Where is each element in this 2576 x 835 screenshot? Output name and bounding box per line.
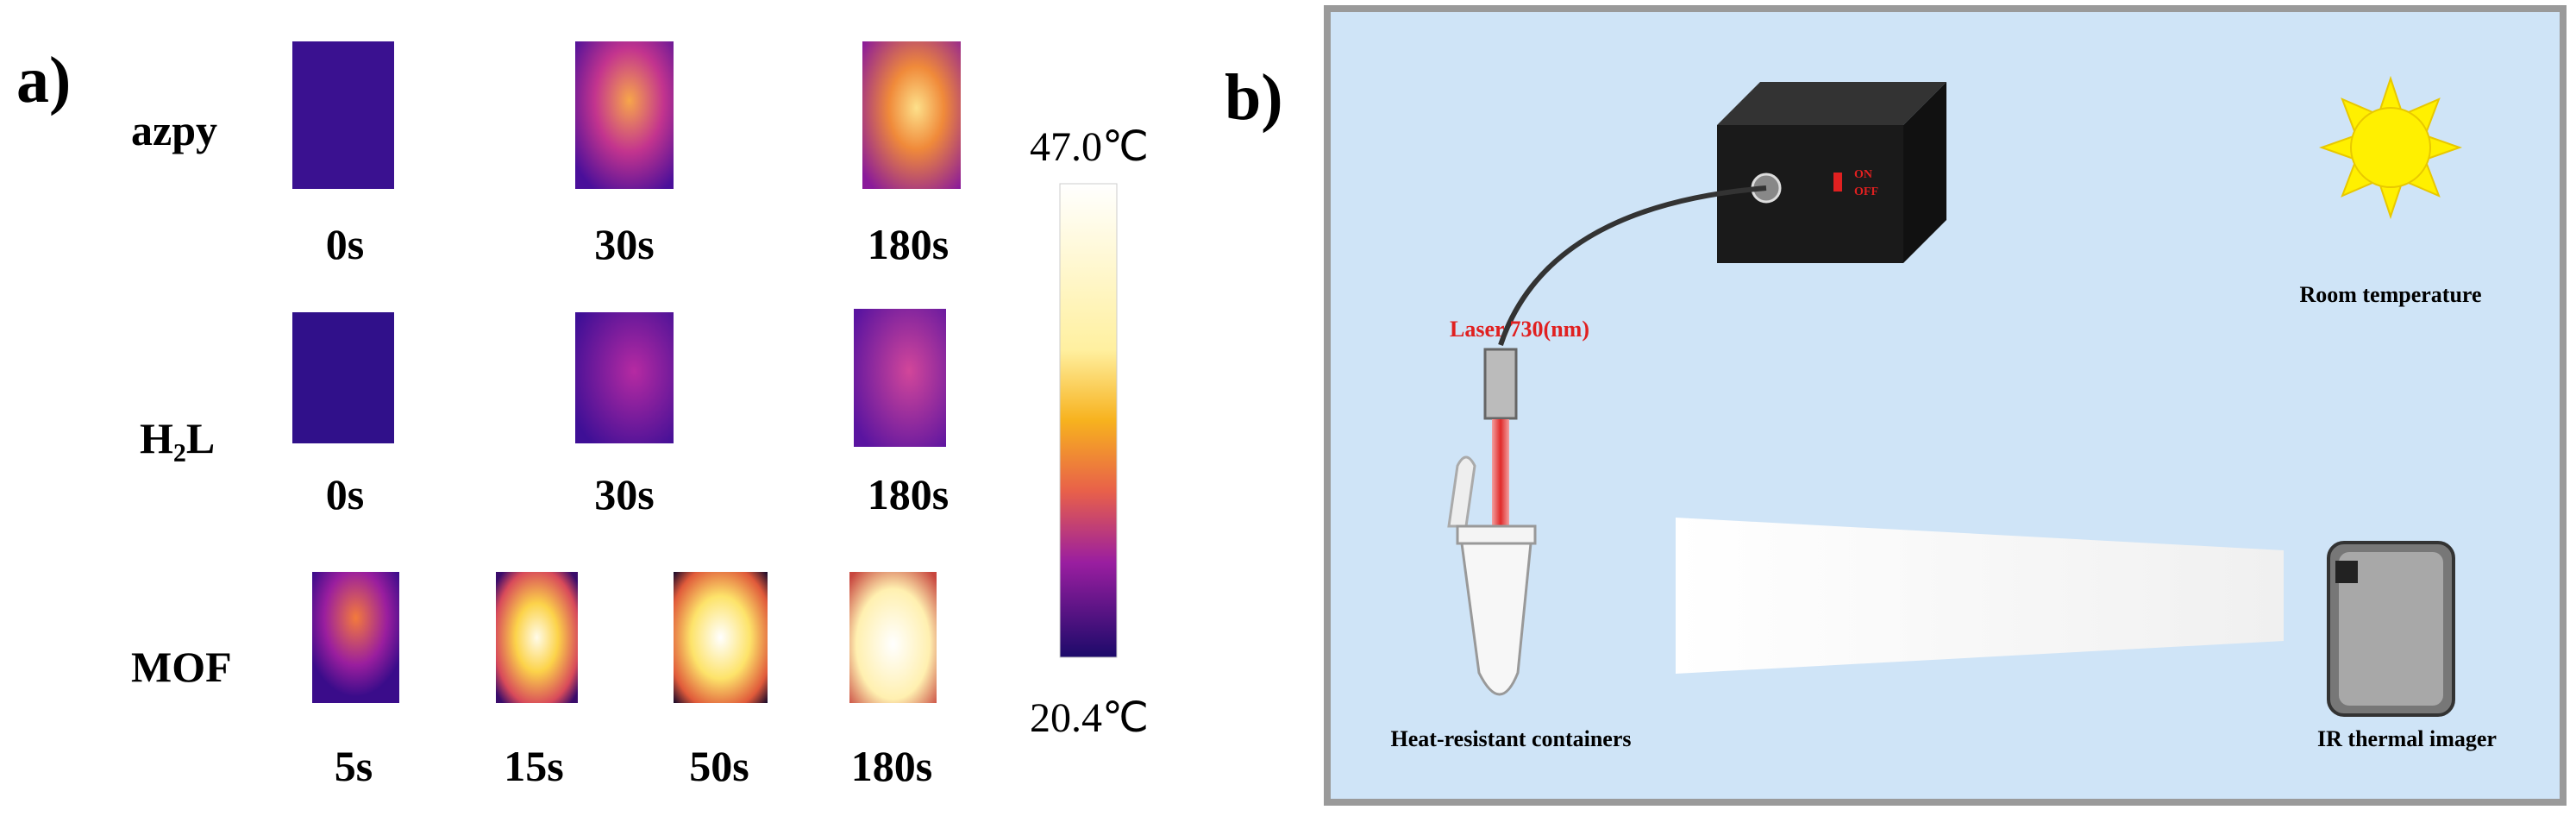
thermal-image — [292, 41, 394, 189]
thermal-image — [854, 309, 946, 447]
room-label: Room temperature — [2299, 282, 2481, 307]
row-label: azpy — [131, 106, 217, 154]
thermal-image — [862, 41, 961, 189]
time-label: 30s — [594, 220, 654, 268]
time-label: 5s — [335, 742, 373, 790]
time-label: 180s — [868, 220, 949, 268]
fiber — [1498, 185, 1767, 346]
container-label: Heat-resistant containers — [1391, 726, 1632, 751]
switch-off: OFF — [1854, 185, 1878, 198]
time-label: 180s — [868, 470, 949, 518]
tube — [1447, 455, 1537, 696]
colorbar-max: 47.0℃ — [1030, 124, 1149, 170]
laser-source: ON OFF — [1717, 82, 1946, 263]
thermal-images — [292, 41, 961, 703]
thermal-image — [849, 572, 937, 703]
time-label: 30s — [594, 470, 654, 518]
colorbar — [1059, 183, 1118, 658]
ir-camera — [2327, 541, 2455, 717]
thermal-image — [575, 312, 674, 443]
time-label: 0s — [326, 220, 364, 268]
sun — [2318, 75, 2463, 220]
time-label: 180s — [851, 742, 932, 790]
row-label: H₂L — [140, 414, 215, 462]
laser-head — [1483, 348, 1518, 420]
thermal-image — [496, 572, 578, 703]
laser-label: Laser 730(nm) — [1450, 317, 1589, 342]
time-label: 0s — [326, 470, 364, 518]
thermal-image — [674, 572, 768, 703]
colorbar-min: 20.4℃ — [1030, 695, 1149, 741]
time-label: 15s — [504, 742, 563, 790]
row-label: MOF — [131, 643, 232, 691]
imager-label: IR thermal imager — [2317, 726, 2497, 751]
thermal-image — [312, 572, 399, 703]
panel-label: a) — [16, 44, 71, 116]
panel-label: b) — [1225, 61, 1283, 134]
thermal-image — [292, 312, 394, 443]
switch-on: ON — [1854, 168, 1872, 181]
ir-beam — [1676, 518, 2284, 674]
time-label: 50s — [689, 742, 749, 790]
thermal-image — [575, 41, 674, 189]
